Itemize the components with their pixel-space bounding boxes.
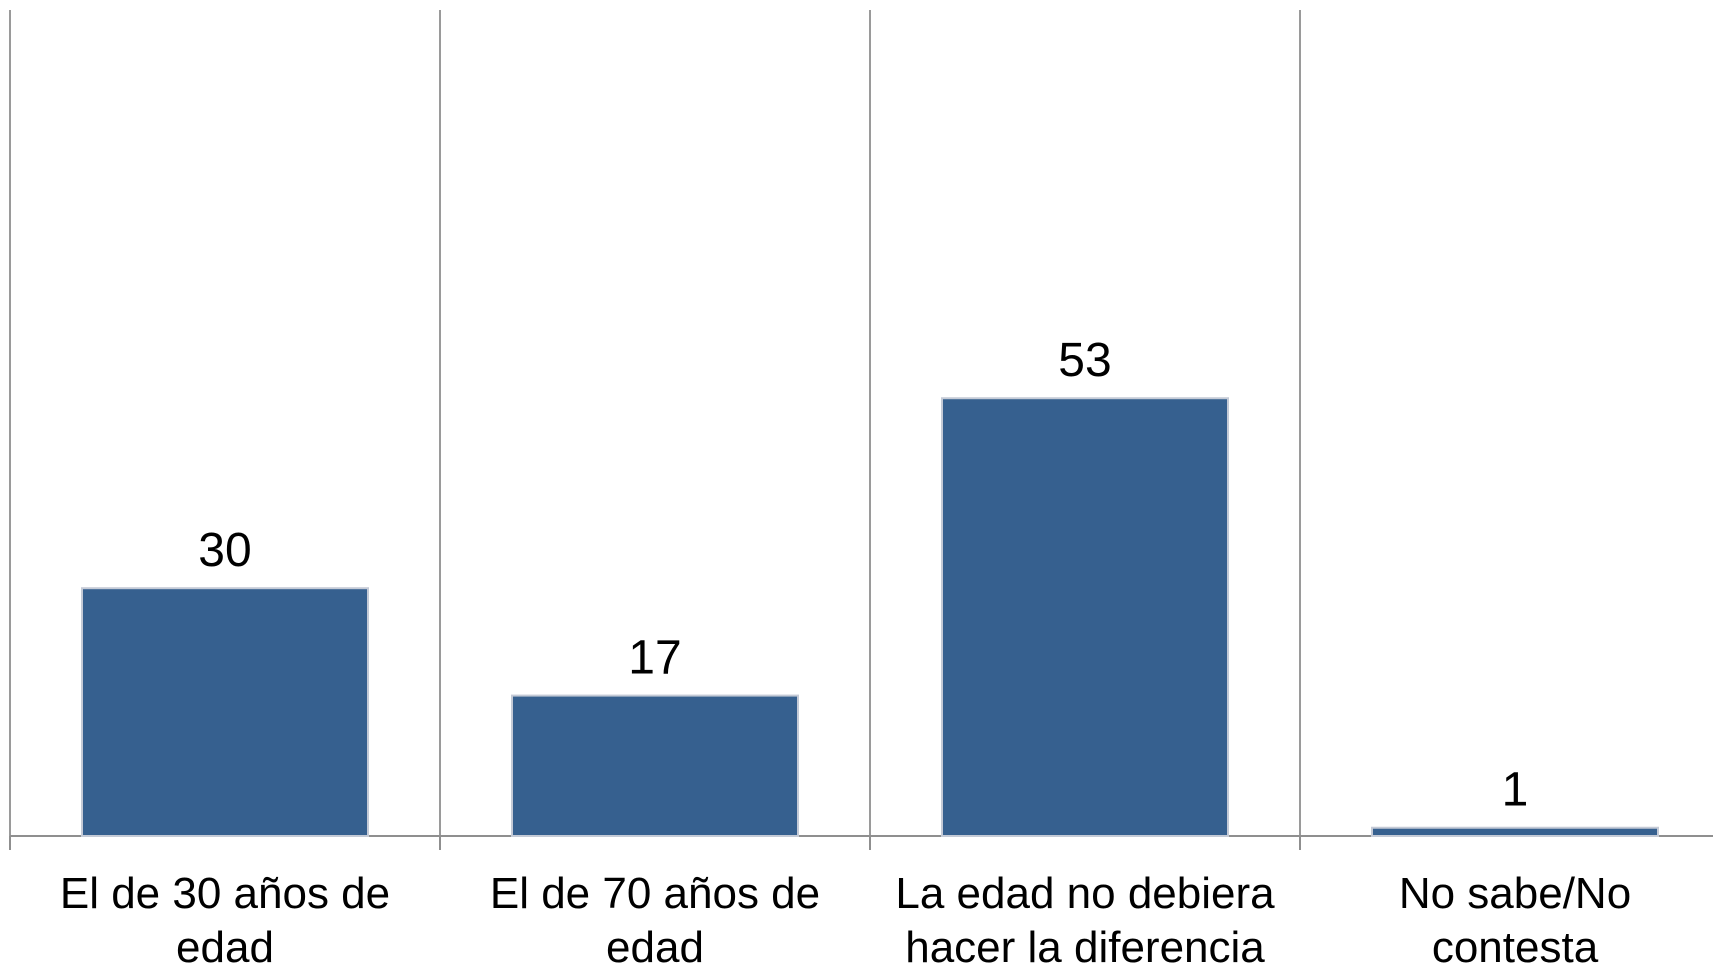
x-tick-label-line: La edad no debiera [895, 869, 1275, 918]
bar-layer [81, 397, 1659, 838]
x-tick-label-line: No sabe/No [1399, 869, 1631, 918]
data-label: 30 [198, 524, 251, 577]
x-tick-label-line: El de 70 años de [490, 869, 820, 918]
x-tick-label-layer: El de 30 años de edad El de 70 años de edad… [60, 869, 1631, 966]
bar [941, 397, 1229, 837]
x-tick-label: La edad no debiera hacer la diferencia [895, 869, 1275, 966]
data-label: 1 [1502, 764, 1529, 817]
bar [1371, 826, 1659, 837]
x-tick-label-line: contesta [1432, 923, 1599, 966]
bar [81, 587, 369, 838]
bar [511, 694, 799, 838]
data-label: 53 [1058, 334, 1111, 387]
x-tick-label: El de 30 años de edad [60, 869, 390, 966]
data-label-layer: 30 17 53 1 [198, 334, 1528, 817]
x-tick-label-line: edad [606, 923, 704, 966]
data-label: 17 [628, 632, 681, 685]
x-tick-label: No sabe/No contesta [1399, 869, 1631, 966]
x-tick-label-line: El de 30 años de [60, 869, 390, 918]
x-tick-label: El de 70 años de edad [490, 869, 820, 966]
x-tick-label-line: edad [176, 923, 274, 966]
x-tick-label-line: hacer la diferencia [905, 923, 1265, 966]
